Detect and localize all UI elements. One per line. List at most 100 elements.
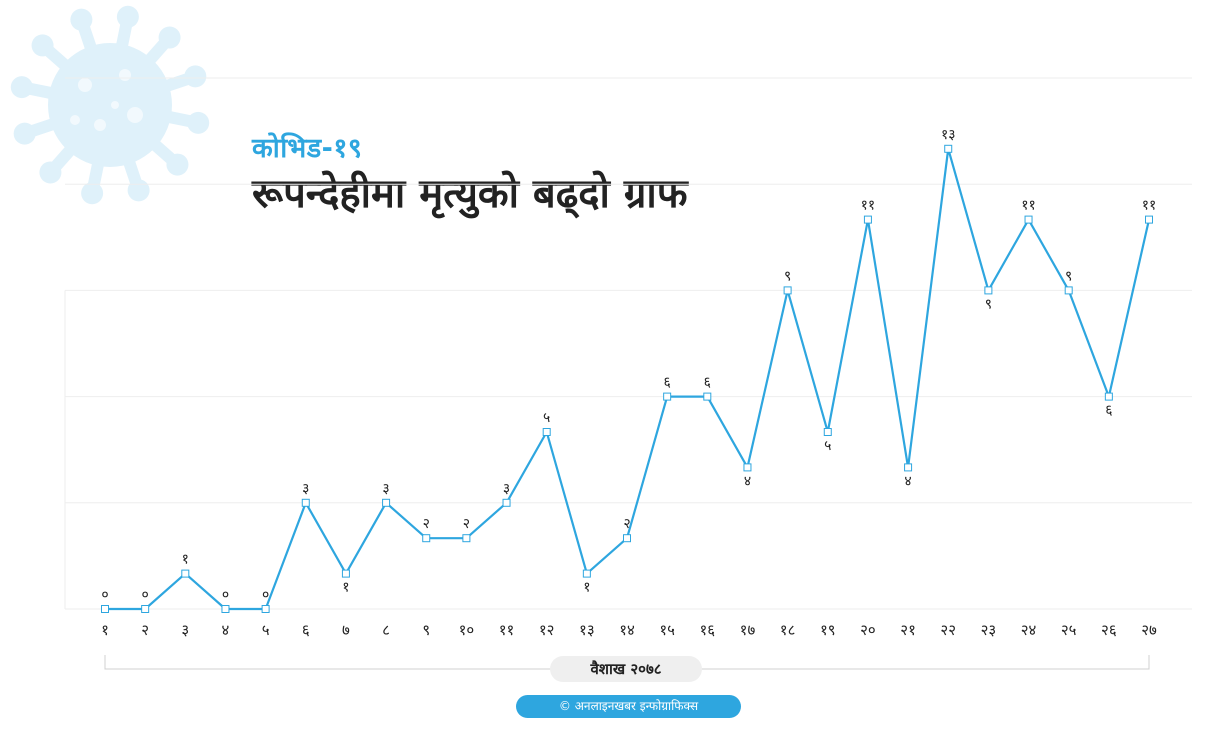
- data-point: [1024, 215, 1033, 224]
- x-tick-label: २०: [860, 621, 876, 639]
- data-label: ५: [543, 410, 550, 426]
- data-label: ०: [222, 587, 229, 603]
- virus-spike-tip: [31, 34, 54, 57]
- x-tick-label: १६: [700, 621, 716, 639]
- virus-spot: [94, 119, 106, 131]
- data-label: २: [623, 516, 630, 532]
- x-tick-label: ५: [262, 621, 270, 639]
- virus-spot: [127, 107, 143, 123]
- data-label: १३: [941, 127, 956, 143]
- data-label: ९: [784, 268, 791, 284]
- data-point: [422, 534, 431, 543]
- x-tick-label: १७: [740, 621, 756, 639]
- data-label: ६: [664, 375, 671, 391]
- data-point: [743, 463, 752, 472]
- virus-spike-tip: [116, 5, 139, 28]
- virus-body: [48, 43, 172, 167]
- x-tick-label: ३: [181, 621, 189, 639]
- chart-subtitle: कोभिड-१९: [252, 133, 363, 164]
- data-point: [984, 286, 993, 295]
- data-point: [944, 144, 953, 153]
- data-point: [1145, 215, 1153, 224]
- virus-spot: [111, 101, 119, 109]
- data-label: १: [342, 580, 349, 596]
- data-point: [582, 569, 591, 578]
- data-point: [301, 498, 310, 507]
- data-label: ५: [824, 438, 831, 454]
- virus-spike-tip: [166, 153, 189, 176]
- x-tick-label: १५: [659, 621, 675, 639]
- credit-badge: © अनलाइनखबर इन्फोग्राफिक्स: [516, 695, 741, 718]
- x-tick-label: २२: [940, 621, 956, 639]
- x-tick-label: ८: [382, 621, 390, 639]
- virus-spike-tip: [10, 76, 33, 99]
- data-point: [663, 392, 672, 401]
- data-label: २: [423, 516, 430, 532]
- data-point: [623, 534, 631, 543]
- data-point: [823, 428, 832, 436]
- x-tick-labels: १ २ ३ ४ ५ ६ ७ ८ ९ १० ११ १२ १३ १४ १५ १६ १७ १८ १९ २० २१ २२ २३ २४ २…: [101, 621, 1157, 639]
- data-point: [542, 428, 551, 436]
- data-point: [863, 215, 872, 224]
- x-tick-label: १२: [539, 621, 555, 639]
- x-tick-label: ११: [499, 621, 515, 639]
- data-label: ११: [1142, 198, 1157, 214]
- data-label: ६: [1105, 403, 1112, 419]
- data-point: [101, 605, 109, 613]
- data-label: ९: [985, 296, 992, 312]
- data-label: ३: [503, 481, 510, 497]
- x-tick-label: ७: [342, 621, 350, 639]
- data-label: ४: [904, 473, 911, 489]
- data-label: ३: [302, 481, 309, 497]
- x-tick-label: ९: [422, 621, 430, 639]
- data-label: ११: [861, 198, 876, 214]
- data-point: [703, 392, 712, 401]
- x-tick-label: २५: [1061, 621, 1077, 639]
- virus-spot: [70, 115, 80, 125]
- virus-spike-tip: [39, 161, 62, 184]
- virus-spike-tip: [158, 26, 181, 49]
- data-label: ०: [101, 587, 108, 603]
- data-point: [904, 463, 913, 472]
- virus-spike-tip: [127, 179, 150, 202]
- data-label: १: [583, 580, 590, 596]
- x-tick-label: १०: [459, 621, 475, 639]
- x-tick-label: १९: [820, 621, 836, 639]
- data-point: [261, 605, 270, 613]
- x-tick-label: २: [141, 621, 149, 639]
- x-tick-label: १८: [780, 621, 796, 639]
- x-tick-label: २३: [981, 621, 997, 639]
- data-point: [1104, 392, 1113, 401]
- x-tick-label: २४: [1021, 621, 1037, 639]
- grid-lines: [64, 77, 1192, 610]
- data-point: [783, 286, 792, 295]
- virus-spot: [78, 78, 92, 92]
- data-point: [502, 498, 511, 507]
- x-tick-label: १: [101, 621, 109, 639]
- data-label: ४: [744, 473, 751, 489]
- virus-spike-tip: [13, 122, 36, 145]
- data-point: [1064, 286, 1073, 295]
- x-axis-caption: वैशाख २०७८: [550, 656, 702, 682]
- chart-title: रूपन्देहीमा मृत्युको बढ्दो ग्राफ: [252, 171, 688, 217]
- data-point: [181, 569, 190, 578]
- virus-spike-tip: [70, 8, 93, 31]
- virus-spike-tip: [187, 111, 210, 134]
- data-point: [382, 498, 391, 507]
- virus-spike-tip: [81, 182, 104, 205]
- x-tick-label: १३: [579, 621, 595, 639]
- x-tick-label: ४: [222, 621, 230, 639]
- x-tick-label: २१: [900, 621, 916, 639]
- data-point: [221, 605, 230, 613]
- x-tick-label: ६: [302, 621, 310, 639]
- virus-spike-tip: [184, 65, 207, 88]
- data-label: ६: [704, 375, 711, 391]
- data-label: ११: [1021, 198, 1036, 214]
- data-markers: [101, 144, 1153, 613]
- data-label: १: [182, 552, 189, 568]
- x-tick-label: १४: [619, 621, 635, 639]
- coronavirus-icon: [10, 5, 210, 205]
- data-point: [341, 569, 350, 578]
